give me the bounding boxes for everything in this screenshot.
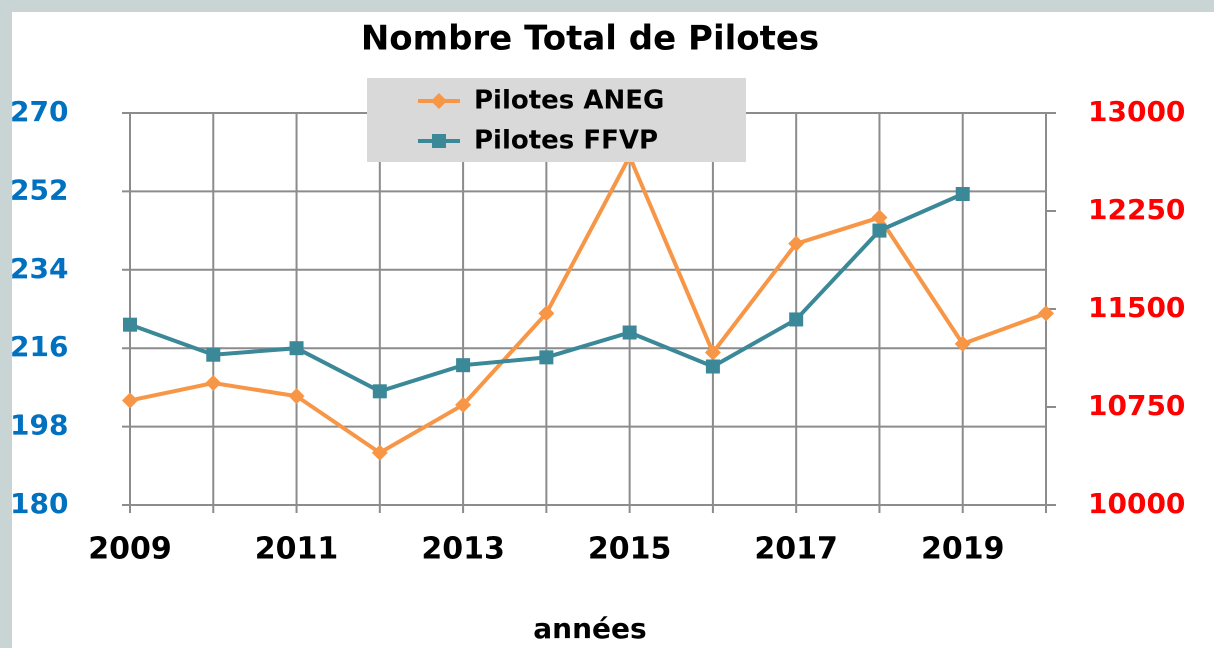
data-point [705, 359, 720, 374]
y-tick-label: 180 [10, 487, 68, 520]
series-line [129, 151, 1047, 456]
y2-tick-label: 12250 [1088, 193, 1185, 226]
data-point [123, 317, 137, 332]
data-point [122, 392, 138, 409]
data-point [955, 187, 970, 202]
data-point [789, 312, 804, 327]
legend-swatch [431, 93, 447, 109]
x-tick-label: 2009 [88, 532, 172, 567]
data-point [954, 335, 971, 352]
data-point [456, 358, 471, 373]
y-tick-label: 270 [10, 95, 68, 128]
data-point [704, 344, 721, 361]
data-point [288, 388, 305, 405]
x-axis-title: années [533, 612, 646, 645]
chart-title: Nombre Total de Pilotes [361, 19, 819, 59]
y-tick-label: 234 [10, 252, 68, 285]
data-point [371, 444, 388, 461]
data-point [538, 305, 555, 322]
data-point [1038, 305, 1054, 322]
data-point [206, 347, 221, 362]
y-tick-label: 198 [10, 409, 68, 442]
legend-label: Pilotes ANEG [474, 86, 664, 116]
legend [367, 78, 746, 162]
data-point [788, 235, 805, 252]
data-point [872, 223, 887, 238]
legend-label: Pilotes FFVP [474, 126, 658, 156]
x-tick-label: 2013 [421, 532, 505, 567]
x-tick-label: 2019 [921, 532, 1005, 567]
data-point [372, 384, 387, 399]
data-point [622, 325, 637, 340]
data-point [289, 341, 304, 356]
y2-tick-label: 13000 [1088, 95, 1185, 128]
x-tick-label: 2015 [588, 532, 672, 567]
data-point [455, 396, 472, 413]
y-tick-label: 252 [10, 173, 68, 206]
x-tick-label: 2017 [754, 532, 838, 567]
legend-swatch [432, 134, 446, 148]
data-point [539, 350, 554, 365]
data-point [871, 209, 888, 226]
y2-tick-label: 10750 [1088, 389, 1185, 422]
y2-tick-label: 11500 [1088, 291, 1185, 324]
y2-tick-label: 10000 [1088, 487, 1185, 520]
data-point [205, 375, 222, 392]
x-tick-label: 2011 [255, 532, 339, 567]
y-tick-label: 216 [10, 330, 68, 363]
